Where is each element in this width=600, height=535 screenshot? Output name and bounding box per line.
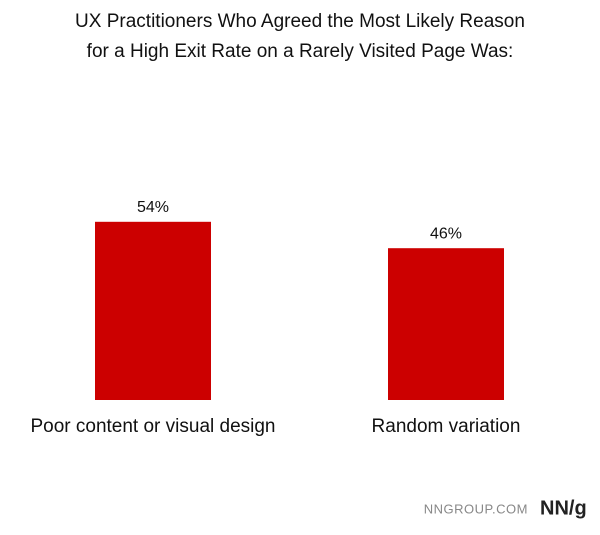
logo: NN/g xyxy=(540,497,587,519)
value-label: 46% xyxy=(430,225,462,242)
chart-title: for a High Exit Rate on a Rarely Visited… xyxy=(87,41,514,62)
x-tick-label: Poor content or visual design xyxy=(30,416,275,437)
value-label: 54% xyxy=(137,199,169,216)
bar xyxy=(388,248,504,400)
x-tick-label: Random variation xyxy=(372,416,521,437)
chart-title: UX Practitioners Who Agreed the Most Lik… xyxy=(75,11,525,32)
source: NNGROUP.COM xyxy=(424,501,528,516)
bar xyxy=(95,221,211,400)
